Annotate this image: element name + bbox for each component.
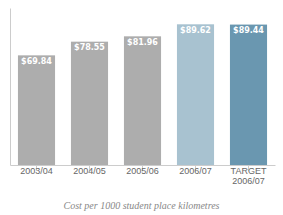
data-label: $89.62 — [180, 26, 211, 35]
x-tick-label-line: TARGET — [231, 166, 267, 176]
x-tick: 2003/04 — [20, 165, 53, 176]
bars — [18, 24, 267, 165]
x-tick: 2006/07 — [179, 165, 212, 176]
x-tick-label: 2005/06 — [126, 166, 159, 176]
x-tick: TARGET2006/07 — [231, 165, 267, 186]
x-tick-label: 2004/05 — [73, 166, 106, 176]
data-label: $89.44 — [233, 26, 264, 35]
data-label: $81.96 — [127, 38, 158, 47]
chart: $69.84 $78.55 $81.96 $89.62 $89.44 2003/04 200… — [0, 0, 283, 215]
y-axis-line — [10, 9, 11, 166]
bar — [71, 42, 108, 165]
data-label: $69.84 — [21, 57, 52, 66]
data-labels: $69.84 $78.55 $81.96 $89.62 $89.44 — [21, 26, 264, 66]
x-tick-label: TARGET2006/07 — [231, 166, 267, 186]
x-tick-label-line: 2006/07 — [232, 176, 265, 186]
bar — [18, 55, 55, 165]
caption: Cost per 1000 student place kilometres — [64, 200, 220, 211]
x-tick-label-line: 2003/04 — [20, 166, 53, 176]
x-tick-label: 2003/04 — [20, 166, 53, 176]
data-label: $78.55 — [74, 43, 105, 52]
x-tick-label-line: 2005/06 — [126, 166, 159, 176]
bar — [177, 24, 214, 165]
x-tick-label-line: 2006/07 — [179, 166, 212, 176]
y-axis — [10, 9, 11, 166]
x-tick-label-line: 2004/05 — [73, 166, 106, 176]
x-tick-label: 2006/07 — [179, 166, 212, 176]
x-axis: 2003/042004/052005/062006/07TARGET2006/0… — [11, 165, 276, 186]
x-tick: 2005/06 — [126, 165, 159, 176]
plot-area: $69.84 $78.55 $81.96 $89.62 $89.44 2003/04 200… — [11, 9, 276, 187]
bar — [124, 36, 161, 165]
x-tick: 2004/05 — [73, 165, 106, 176]
bar — [230, 25, 267, 165]
